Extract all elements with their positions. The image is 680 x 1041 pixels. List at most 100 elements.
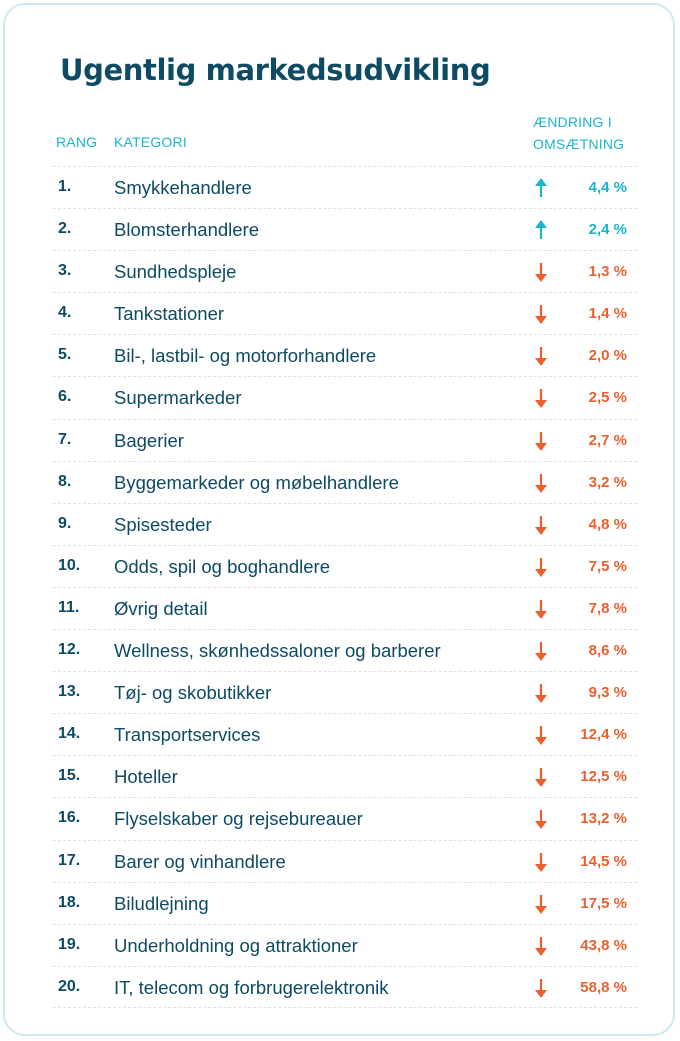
arrow-down-icon <box>535 642 547 662</box>
ranking-table: 1. Smykkehandlere 4,4 % 2. Blomsterhandlere 2… <box>53 166 637 1008</box>
table-row: 14. Transportservices 12,4 % <box>53 713 637 755</box>
rank-cell: 7. <box>58 430 72 448</box>
category-cell: Flyselskaber og rejsebureauer <box>114 808 363 830</box>
change-value: 1,3 % <box>588 263 627 281</box>
rank-cell: 6. <box>58 388 72 406</box>
rank-cell: 10. <box>58 556 81 574</box>
category-cell: Supermarkeder <box>114 387 242 409</box>
change-value: 58,8 % <box>580 978 627 996</box>
change-value: 2,5 % <box>588 389 627 407</box>
rank-cell: 9. <box>58 514 72 532</box>
arrow-down-icon <box>535 431 547 451</box>
arrow-up-icon <box>535 178 547 197</box>
arrow-down-icon <box>535 473 547 493</box>
change-value: 3,2 % <box>588 473 627 491</box>
change-value: 8,6 % <box>588 642 627 660</box>
rank-cell: 14. <box>58 725 81 743</box>
rank-cell: 18. <box>58 893 81 911</box>
category-cell: Tankstationer <box>114 303 225 325</box>
arrow-down-icon <box>535 894 547 914</box>
arrow-down-icon <box>535 305 547 325</box>
rank-cell: 4. <box>58 304 72 322</box>
table-row: 13. Tøj- og skobutikker 9,3 % <box>53 671 637 713</box>
category-cell: IT, telecom og forbrugerelektronik <box>114 976 389 998</box>
table-row: 12. Wellness, skønhedssaloner og barberer… <box>53 629 637 671</box>
header-rank: RANG <box>56 134 98 150</box>
arrow-down-icon <box>535 936 547 956</box>
table-row: 19. Underholdning og attraktioner 43,8 % <box>53 923 637 966</box>
change-value: 1,4 % <box>588 305 627 323</box>
rank-cell: 3. <box>58 262 72 280</box>
change-value: 2,0 % <box>588 347 627 365</box>
category-cell: Byggemarkeder og møbelhandlere <box>114 471 399 493</box>
table-row: 10. Odds, spil og boghandlere 7,5 % <box>53 544 637 587</box>
change-value: 2,4 % <box>588 221 627 239</box>
category-cell: Underholdning og attraktioner <box>114 934 358 956</box>
table-row: 18. Biludlejning 17,5 % <box>53 881 637 924</box>
category-cell: Tøj- og skobutikker <box>114 682 272 704</box>
table-row: 20. IT, telecom og forbrugerelektronik 58,… <box>53 965 637 1008</box>
table-row: 9. Spisesteder 4,8 % <box>53 502 637 545</box>
table-row: 5. Bil-, lastbil- og motorforhandlere 2,0 … <box>53 334 637 376</box>
arrow-down-icon <box>535 810 547 830</box>
arrow-down-icon <box>535 768 547 788</box>
rank-cell: 12. <box>58 641 81 659</box>
change-value: 12,4 % <box>580 726 627 744</box>
rank-cell: 1. <box>58 178 72 195</box>
table-row: 1. Smykkehandlere 4,4 % <box>53 166 637 208</box>
category-cell: Blomsterhandlere <box>114 219 259 241</box>
rank-cell: 13. <box>58 683 81 701</box>
change-value: 17,5 % <box>580 894 627 912</box>
category-cell: Bagerier <box>114 429 184 451</box>
category-cell: Øvrig detail <box>114 597 208 619</box>
change-value: 14,5 % <box>580 852 627 870</box>
table-row: 2. Blomsterhandlere 2,4 % <box>53 208 637 250</box>
table-row: 11. Øvrig detail 7,8 % <box>53 586 637 629</box>
category-cell: Wellness, skønhedssaloner og barberer <box>114 640 441 662</box>
table-row: 6. Supermarkeder 2,5 % <box>53 376 637 418</box>
change-value: 9,3 % <box>588 684 627 702</box>
rank-cell: 20. <box>58 977 81 995</box>
category-cell: Hoteller <box>114 766 178 788</box>
rank-cell: 5. <box>58 346 72 364</box>
change-value: 13,2 % <box>580 810 627 828</box>
table-row: 17. Barer og vinhandlere 14,5 % <box>53 839 637 882</box>
table-row: 15. Hoteller 12,5 % <box>53 755 637 797</box>
arrow-down-icon <box>535 726 547 746</box>
arrow-down-icon <box>535 263 547 283</box>
table-row: 3. Sundhedspleje 1,3 % <box>53 250 637 292</box>
arrow-down-icon <box>535 684 547 704</box>
change-value: 12,5 % <box>580 768 627 786</box>
table-row: 4. Tankstationer 1,4 % <box>53 292 637 334</box>
category-cell: Bil-, lastbil- og motorforhandlere <box>114 345 377 367</box>
arrow-down-icon <box>535 557 547 577</box>
table-card: Ugentlig markedsudvikling RANG KATEGORI … <box>3 3 675 1036</box>
change-value: 4,4 % <box>588 179 627 196</box>
category-cell: Odds, spil og boghandlere <box>114 555 330 577</box>
change-value: 43,8 % <box>580 936 627 954</box>
arrow-down-icon <box>535 599 547 619</box>
category-cell: Barer og vinhandlere <box>114 850 286 872</box>
table-row: 7. Bagerier 2,7 % <box>53 418 637 461</box>
table-row: 8. Byggemarkeder og møbelhandlere 3,2 % <box>53 460 637 503</box>
rank-cell: 17. <box>58 851 81 869</box>
arrow-down-icon <box>535 389 547 409</box>
category-cell: Sundhedspleje <box>114 261 237 283</box>
change-value: 7,8 % <box>588 599 627 617</box>
change-value: 2,7 % <box>588 431 627 449</box>
category-cell: Smykkehandlere <box>114 177 252 198</box>
rank-cell: 16. <box>58 809 81 827</box>
rank-cell: 15. <box>58 767 81 785</box>
rank-cell: 8. <box>58 472 72 490</box>
arrow-down-icon <box>535 852 547 872</box>
change-value: 7,5 % <box>588 557 627 575</box>
category-cell: Biludlejning <box>114 892 209 914</box>
table-row: 16. Flyselskaber og rejsebureauer 13,2 % <box>53 797 637 839</box>
rank-cell: 19. <box>58 935 81 953</box>
arrow-down-icon <box>535 515 547 535</box>
chart-title: Ugentlig markedsudvikling <box>60 53 491 87</box>
rank-cell: 2. <box>58 220 72 238</box>
category-cell: Spisesteder <box>114 513 212 535</box>
arrow-down-icon <box>535 978 547 998</box>
arrow-up-icon <box>535 220 547 240</box>
